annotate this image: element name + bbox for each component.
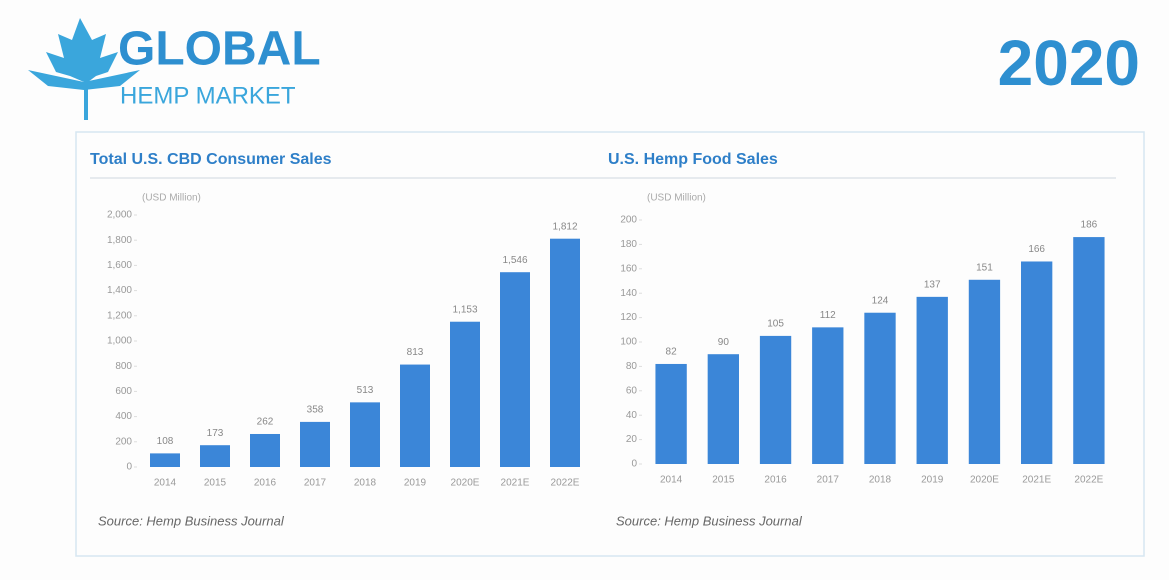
chart-title: Total U.S. CBD Consumer Sales — [90, 151, 332, 168]
value-label: 105 — [767, 319, 784, 330]
x-tick-label: 2021E — [501, 478, 530, 489]
y-tick-label: 200 — [620, 215, 637, 226]
value-label: 262 — [257, 417, 274, 428]
x-tick-label: 2017 — [817, 475, 840, 486]
bar — [550, 238, 580, 467]
frame — [75, 131, 1145, 557]
bar — [864, 312, 896, 464]
value-label: 1,812 — [552, 221, 577, 232]
value-label: 173 — [207, 428, 224, 439]
x-tick-label: 2021E — [1022, 475, 1051, 486]
y-tick-label: 0 — [126, 462, 132, 473]
value-label: 1,153 — [452, 304, 477, 315]
y-tick-label: 1,600 — [107, 260, 132, 271]
x-tick-label: 2014 — [660, 475, 683, 486]
bar — [759, 335, 792, 464]
bar — [1021, 261, 1053, 464]
bar — [450, 321, 480, 467]
y-tick-label: 1,800 — [107, 235, 132, 246]
bar — [916, 296, 948, 464]
value-label: 513 — [357, 385, 374, 396]
leaf-logo-base — [28, 70, 140, 90]
y-tick-label: 100 — [620, 337, 637, 348]
bar — [707, 354, 739, 464]
y-tick-label: 180 — [620, 239, 637, 250]
bar — [400, 364, 430, 467]
bar — [500, 272, 530, 467]
y-tick-label: 1,000 — [107, 336, 132, 347]
source: Source: Hemp Business Journal — [98, 513, 285, 528]
y-tick-label: 120 — [620, 312, 637, 323]
y-tick-label: 60 — [626, 385, 638, 396]
y-tick-label: 20 — [626, 434, 638, 445]
x-tick-label: 2018 — [869, 475, 892, 486]
y-tick-label: 1,400 — [107, 285, 132, 296]
value-label: 358 — [307, 405, 324, 416]
y-tick-label: 40 — [626, 410, 638, 421]
x-tick-label: 2015 — [712, 475, 735, 486]
value-label: 108 — [157, 436, 174, 447]
year: 2020 — [998, 27, 1140, 99]
y-tick-label: 600 — [115, 386, 132, 397]
value-label: 82 — [666, 347, 678, 358]
value-label: 137 — [924, 280, 941, 291]
bar — [1073, 237, 1105, 464]
y-tick-label: 140 — [620, 288, 637, 299]
x-tick-label: 2016 — [764, 475, 787, 486]
y-tick-label: 800 — [115, 361, 132, 372]
value-label: 112 — [820, 310, 836, 321]
x-tick-label: 2018 — [354, 478, 377, 489]
logo-subtitle: HEMP MARKET — [120, 82, 296, 109]
value-label: 186 — [1081, 220, 1098, 231]
y-tick-label: 1,200 — [107, 310, 132, 321]
y-tick-label: 0 — [631, 459, 637, 470]
y-tick-label: 80 — [626, 361, 638, 372]
bar — [968, 279, 1001, 464]
bar — [350, 402, 380, 467]
value-label: 151 — [976, 262, 993, 273]
y-tick-label: 400 — [115, 411, 132, 422]
value-label: 124 — [872, 295, 889, 306]
value-label: 90 — [718, 337, 730, 348]
x-tick-label: 2014 — [154, 478, 177, 489]
value-label: 813 — [407, 347, 424, 358]
y-tick-label: 160 — [620, 263, 637, 274]
x-tick-label: 2022E — [551, 478, 580, 489]
bar — [655, 363, 687, 464]
leaf-logo — [46, 18, 118, 120]
bar — [812, 327, 844, 464]
y-axis-label: (USD Million) — [142, 193, 201, 204]
x-tick-label: 2019 — [921, 475, 944, 486]
bar — [250, 433, 280, 467]
value-label: 166 — [1028, 244, 1045, 255]
bar — [300, 421, 330, 467]
bar — [150, 453, 180, 467]
x-tick-label: 2017 — [304, 478, 327, 489]
x-tick-label: 2022E — [1074, 475, 1103, 486]
x-tick-label: 2015 — [204, 478, 227, 489]
x-tick-label: 2019 — [404, 478, 427, 489]
logo-title: GLOBAL — [118, 23, 321, 76]
value-label: 1,546 — [502, 255, 527, 266]
x-tick-label: 2016 — [254, 478, 277, 489]
y-tick-label: 200 — [115, 436, 132, 447]
x-tick-label: 2020E — [970, 475, 999, 486]
y-axis-label: (USD Million) — [647, 193, 706, 204]
source: Source: Hemp Business Journal — [616, 513, 803, 528]
y-tick-label: 2,000 — [107, 210, 132, 221]
chart-title: U.S. Hemp Food Sales — [608, 151, 778, 168]
x-tick-label: 2020E — [451, 478, 480, 489]
bar — [200, 445, 230, 467]
